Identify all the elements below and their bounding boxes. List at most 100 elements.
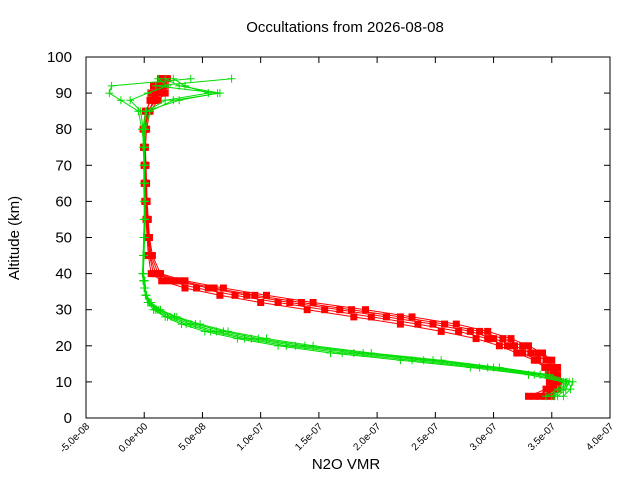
- data-point-plus: [116, 96, 125, 105]
- data-point-square: [534, 356, 542, 364]
- data-point-plus: [169, 96, 178, 105]
- data-point-square: [490, 335, 498, 343]
- data-point-plus: [419, 356, 428, 365]
- data-point-square: [146, 96, 154, 104]
- data-point-square: [243, 291, 251, 299]
- data-point-plus: [359, 349, 368, 357]
- data-point-plus: [262, 334, 271, 343]
- data-point-plus: [154, 305, 163, 314]
- y-tick-label: 80: [55, 121, 72, 138]
- data-point-square: [525, 342, 532, 350]
- y-tick-label: 100: [47, 49, 72, 66]
- data-point-square: [527, 349, 535, 357]
- data-point-square: [321, 306, 329, 314]
- data-point-square: [452, 320, 460, 328]
- data-point-plus: [227, 74, 236, 83]
- data-point-square: [175, 277, 183, 285]
- data-point-square: [336, 306, 344, 314]
- data-point-square: [148, 252, 156, 259]
- data-point-square: [257, 299, 265, 306]
- data-point-square: [484, 335, 492, 343]
- data-point-square: [534, 349, 542, 357]
- data-point-plus: [559, 385, 568, 394]
- data-point-plus: [140, 197, 149, 206]
- data-point-square: [507, 335, 515, 343]
- data-point-plus: [163, 81, 172, 90]
- data-point-square: [216, 291, 224, 299]
- data-point-plus: [169, 74, 178, 83]
- data-point-square: [274, 299, 282, 306]
- data-point-plus: [475, 363, 484, 372]
- data-point-plus: [550, 392, 559, 401]
- data-point-plus: [530, 370, 539, 379]
- data-point-plus: [408, 356, 416, 365]
- data-point-square: [219, 284, 227, 292]
- data-point-square: [466, 327, 474, 335]
- data-point-square: [146, 234, 153, 241]
- y-tick-label: 10: [55, 374, 72, 391]
- data-point-square: [251, 291, 259, 299]
- data-point-square: [472, 335, 480, 343]
- data-point-plus: [562, 377, 571, 386]
- data-point-square: [429, 320, 437, 328]
- data-point-plus: [186, 74, 195, 83]
- data-point-square: [414, 320, 422, 328]
- data-point-plus: [559, 392, 568, 401]
- data-point-square: [210, 284, 218, 292]
- y-tick-label: 70: [55, 157, 72, 174]
- data-point-square: [554, 364, 562, 371]
- data-point-square: [476, 327, 484, 335]
- data-point-square: [525, 392, 532, 400]
- data-point-square: [382, 313, 390, 321]
- data-point-square: [154, 96, 162, 104]
- data-point-plus: [142, 107, 151, 116]
- data-point-plus: [140, 284, 149, 292]
- data-point-plus: [140, 179, 149, 188]
- y-tick-label: 40: [55, 266, 72, 283]
- data-point-plus: [154, 74, 163, 83]
- y-tick-label: 90: [55, 85, 72, 102]
- data-point-square: [545, 385, 553, 393]
- data-point-plus: [429, 356, 437, 365]
- data-point-square: [152, 89, 160, 97]
- data-point-plus: [542, 370, 550, 379]
- data-point-plus: [107, 81, 116, 90]
- data-point-plus: [254, 334, 263, 343]
- data-point-plus: [204, 89, 213, 98]
- data-point-plus: [161, 96, 170, 105]
- data-point-plus: [309, 341, 318, 350]
- data-point-plus: [215, 89, 224, 98]
- data-point-square: [408, 313, 416, 321]
- data-point-plus: [139, 251, 148, 260]
- data-point-plus: [219, 327, 228, 336]
- data-point-plus: [139, 269, 148, 278]
- data-point-square: [396, 313, 404, 321]
- data-layer: [105, 74, 577, 401]
- data-point-plus: [489, 363, 498, 372]
- data-point-plus: [140, 276, 149, 285]
- data-point-square: [161, 89, 169, 97]
- data-point-square: [519, 349, 527, 357]
- y-tick-label: 20: [55, 338, 72, 355]
- y-tick-label: 50: [55, 230, 72, 247]
- data-point-plus: [191, 320, 200, 329]
- data-point-square: [297, 299, 305, 306]
- data-point-square: [181, 284, 189, 292]
- y-tick-label: 0: [64, 410, 72, 427]
- data-point-plus: [146, 298, 154, 307]
- data-point-plus: [143, 89, 152, 98]
- data-point-square: [536, 392, 544, 400]
- data-point-plus: [105, 89, 114, 98]
- data-point-plus: [300, 341, 309, 350]
- data-point-plus: [139, 233, 148, 242]
- data-point-square: [204, 284, 212, 292]
- y-tick-label: 30: [55, 302, 72, 319]
- data-point-plus: [140, 143, 149, 152]
- data-point-square: [499, 335, 507, 343]
- data-point-square: [158, 277, 166, 285]
- data-point-square: [303, 306, 311, 314]
- data-point-plus: [170, 312, 179, 321]
- data-point-square: [164, 277, 171, 285]
- y-axis-label: Altitude (km): [6, 196, 23, 280]
